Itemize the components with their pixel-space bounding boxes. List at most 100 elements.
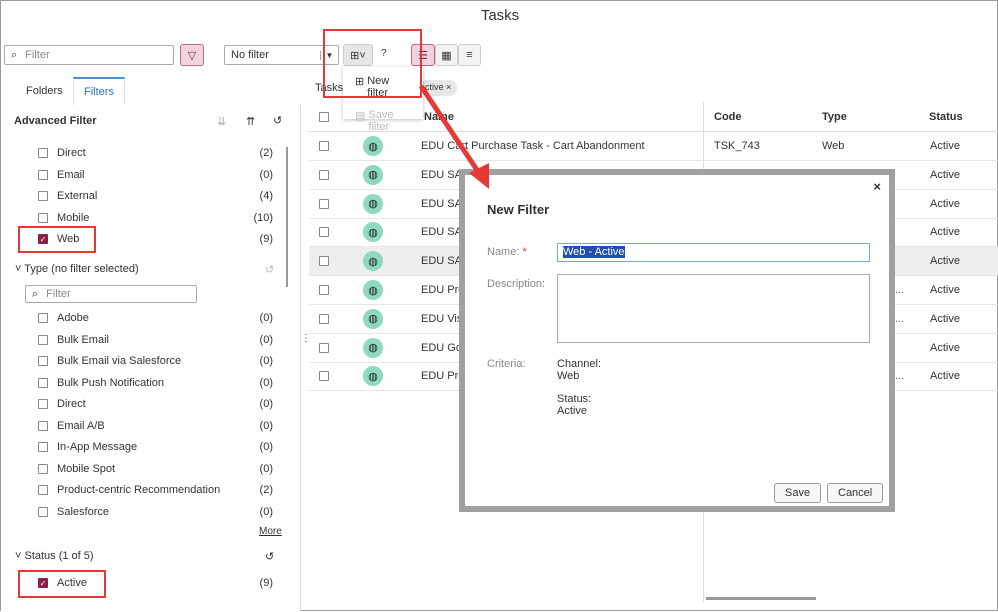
row-checkbox[interactable] xyxy=(319,342,329,353)
type-section-header[interactable]: ˅ Type (no filter selected) xyxy=(15,263,139,275)
reset-icon[interactable]: ↺ xyxy=(273,115,283,127)
criteria-label: Criteria: xyxy=(487,358,526,370)
checkbox[interactable] xyxy=(38,212,48,223)
filter-menu-button[interactable]: ⊞˅ xyxy=(343,44,373,66)
grid-view-button[interactable]: ▦ xyxy=(435,44,458,66)
checkbox[interactable] xyxy=(38,506,48,517)
splitter-handle[interactable]: ⋮ xyxy=(301,333,311,344)
truncated-text: ... xyxy=(895,312,905,325)
checkbox[interactable] xyxy=(38,420,48,431)
type-filter-item[interactable]: Adobe (0) xyxy=(38,310,273,326)
globe-icon: ◍ xyxy=(363,308,383,329)
checkbox[interactable] xyxy=(38,442,48,452)
filter-select[interactable]: No filter ▼ xyxy=(224,45,339,65)
type-filter-item[interactable]: Direct (0) xyxy=(38,396,273,412)
task-name[interactable]: EDU Pro xyxy=(421,284,465,296)
list-view-button[interactable]: ≡ xyxy=(458,44,481,66)
checkbox[interactable] xyxy=(38,169,48,180)
row-checkbox[interactable] xyxy=(319,313,329,324)
globe-icon: ◍ xyxy=(363,222,383,243)
scrollbar[interactable] xyxy=(286,147,288,287)
dialog-title: New Filter xyxy=(487,202,550,217)
task-status: Active xyxy=(930,168,960,181)
channel-filter-item[interactable]: ✓ Web (9) xyxy=(38,233,273,245)
checkbox[interactable]: ✓ xyxy=(38,234,48,244)
reset-icon[interactable]: ↺ xyxy=(265,264,275,276)
row-checkbox[interactable] xyxy=(319,227,329,238)
tab-filters[interactable]: Filters xyxy=(73,77,125,105)
new-filter-icon: ⊞˅ xyxy=(350,49,366,62)
checkbox[interactable] xyxy=(38,191,48,201)
checkbox[interactable] xyxy=(38,313,48,323)
channel-filter-item[interactable]: External (4) xyxy=(38,188,273,204)
filter-toggle-button[interactable]: ▽ xyxy=(180,44,204,66)
type-filter-input[interactable]: ⌕ Filter xyxy=(25,285,197,303)
status-filter-item[interactable]: ✓ Active (9) xyxy=(38,577,273,589)
task-name[interactable]: EDU Pro xyxy=(421,370,465,383)
description-textarea[interactable] xyxy=(557,274,870,343)
checkbox[interactable] xyxy=(38,485,48,495)
task-name[interactable]: EDU SAS xyxy=(421,197,470,210)
row-checkbox[interactable] xyxy=(319,371,329,382)
task-status: Active xyxy=(930,312,960,325)
help-icon[interactable]: ? xyxy=(381,48,387,59)
row-checkbox[interactable] xyxy=(319,285,329,295)
column-code[interactable]: Code xyxy=(714,110,742,123)
table-view-button[interactable]: ☰ xyxy=(411,44,435,66)
expand-all-icon[interactable]: ⇊ xyxy=(217,116,227,128)
table-row[interactable]: ◍ EDU Cart Purchase Task - Cart Abandonm… xyxy=(309,132,998,161)
close-icon[interactable]: × xyxy=(446,82,452,92)
task-status: Active xyxy=(930,284,960,296)
row-checkbox[interactable] xyxy=(319,141,329,151)
search-input[interactable]: ⌕ Filter xyxy=(4,45,174,65)
checkbox[interactable] xyxy=(38,377,48,388)
more-link[interactable]: More xyxy=(259,526,282,537)
task-status: Active xyxy=(930,197,960,210)
save-button[interactable]: Save xyxy=(774,483,822,503)
criteria-values: Channel: Web Status: Active xyxy=(557,358,602,417)
checkbox[interactable] xyxy=(38,334,48,345)
cancel-button[interactable]: Cancel xyxy=(827,483,884,503)
channel-filter-item[interactable]: Email (0) xyxy=(38,167,273,183)
type-filter-item[interactable]: Bulk Email (0) xyxy=(38,332,273,348)
type-filter-item[interactable]: In-App Message (0) xyxy=(38,439,273,455)
horizontal-scrollbar[interactable] xyxy=(706,597,816,600)
checkbox[interactable] xyxy=(38,356,48,366)
type-filter-item[interactable]: Salesforce (0) xyxy=(38,504,273,520)
channel-filter-item[interactable]: Mobile (10) xyxy=(38,210,273,226)
channel-filter-item[interactable]: Direct (2) xyxy=(38,145,273,161)
reset-icon[interactable]: ↺ xyxy=(265,551,275,563)
name-input[interactable]: Web - Active xyxy=(557,243,870,262)
column-type[interactable]: Type xyxy=(822,110,847,123)
task-name[interactable]: EDU Go xyxy=(421,341,462,354)
checkbox[interactable]: ✓ xyxy=(38,578,48,588)
task-name[interactable]: EDU Cart Purchase Task - Cart Abandonmen… xyxy=(421,140,645,152)
checkbox[interactable] xyxy=(38,148,48,158)
task-name[interactable]: EDU SAS xyxy=(421,226,470,239)
task-name[interactable]: EDU SAS xyxy=(421,255,470,268)
tab-folders[interactable]: Folders xyxy=(26,85,63,97)
row-checkbox[interactable] xyxy=(319,169,329,180)
task-name[interactable]: EDU Vis xyxy=(421,312,463,325)
row-checkbox[interactable] xyxy=(319,256,329,267)
table-header: Name Code Type Status xyxy=(309,102,998,132)
checkbox[interactable] xyxy=(38,399,48,409)
new-filter-icon: ⊞ xyxy=(355,76,365,88)
type-filter-item[interactable]: Product-centric Recommendation (2) xyxy=(38,482,273,498)
type-filter-item[interactable]: Bulk Push Notification (0) xyxy=(38,375,273,391)
annotation-box xyxy=(323,29,422,98)
status-section-header[interactable]: ˅ Status (1 of 5) xyxy=(15,550,94,562)
collapse-all-icon[interactable]: ⇈ xyxy=(246,116,256,128)
menu-item-save-filter[interactable]: ▤ Save filter xyxy=(355,109,394,133)
task-name[interactable]: EDU SAS xyxy=(421,168,470,181)
type-filter-item[interactable]: Mobile Spot (0) xyxy=(38,461,273,477)
column-status[interactable]: Status xyxy=(929,110,963,123)
close-button[interactable]: × xyxy=(873,179,881,194)
select-all-checkbox[interactable] xyxy=(319,111,329,122)
row-checkbox[interactable] xyxy=(319,198,329,209)
globe-icon: ◍ xyxy=(363,337,383,358)
active-filter-chip[interactable]: ctive × xyxy=(419,80,458,96)
checkbox[interactable] xyxy=(38,463,48,474)
type-filter-item[interactable]: Email A/B (0) xyxy=(38,418,273,434)
type-filter-item[interactable]: Bulk Email via Salesforce (0) xyxy=(38,353,273,369)
